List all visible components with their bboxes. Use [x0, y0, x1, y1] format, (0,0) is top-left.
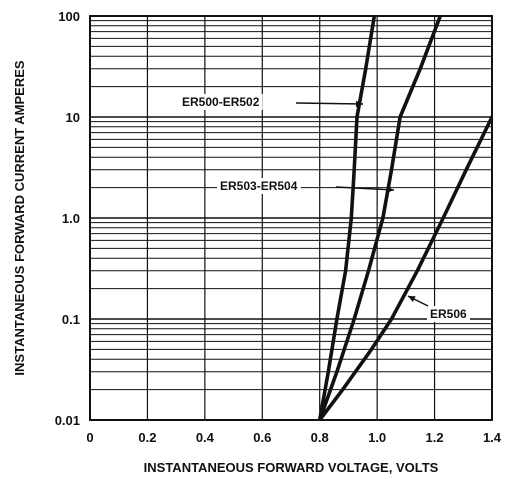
series-annotations: ER500-ER502 ER503-ER504 ER506: [179, 94, 471, 322]
plot-frame: [89, 15, 493, 421]
annotation-background: [179, 94, 263, 110]
annotation-background: [427, 306, 471, 322]
y-axis-label: INSTANTANEOUS FORWARD CURRENT AMPERES: [12, 60, 27, 375]
series-lines: [317, 16, 492, 420]
x-tick-label: 0.2: [138, 430, 156, 445]
x-tick-label: 0.8: [311, 430, 329, 445]
x-tick-label: 0.4: [196, 430, 215, 445]
series-line-er506: [317, 115, 492, 420]
x-axis-label: INSTANTANEOUS FORWARD VOLTAGE, VOLTS: [144, 460, 439, 475]
grid: [89, 16, 493, 421]
y-tick-label: 10: [66, 110, 80, 125]
arrow-head-icon: [355, 100, 363, 108]
x-tick-label: 1.0: [368, 430, 386, 445]
y-tick-label: 100: [58, 9, 80, 24]
x-tick-label: 1.2: [426, 430, 444, 445]
annotation-er503-er504: ER503-ER504: [220, 179, 298, 193]
leader-line: [335, 186, 395, 191]
leader-line: [295, 102, 364, 105]
x-tick-label: 0: [86, 430, 93, 445]
arrow-head-icon: [386, 186, 394, 193]
y-tick-labels: 0.01 0.1 1.0 10 100: [55, 9, 80, 428]
x-tick-labels: 0 0.2 0.4 0.6 0.8 1.0 1.2 1.4: [86, 430, 501, 445]
y-tick-label: 0.1: [62, 312, 80, 327]
y-tick-label: 0.01: [55, 413, 80, 428]
annotation-er506: ER506: [430, 307, 467, 321]
annotation-er500-er502: ER500-ER502: [182, 95, 260, 109]
series-line-er503-er504: [317, 16, 443, 420]
series-line-er500-er502: [317, 16, 377, 420]
arrow-head-icon: [408, 296, 416, 302]
x-tick-label: 0.6: [253, 430, 271, 445]
annotation-background: [217, 178, 301, 194]
y-tick-label: 1.0: [62, 211, 80, 226]
x-tick-label: 1.4: [483, 430, 502, 445]
